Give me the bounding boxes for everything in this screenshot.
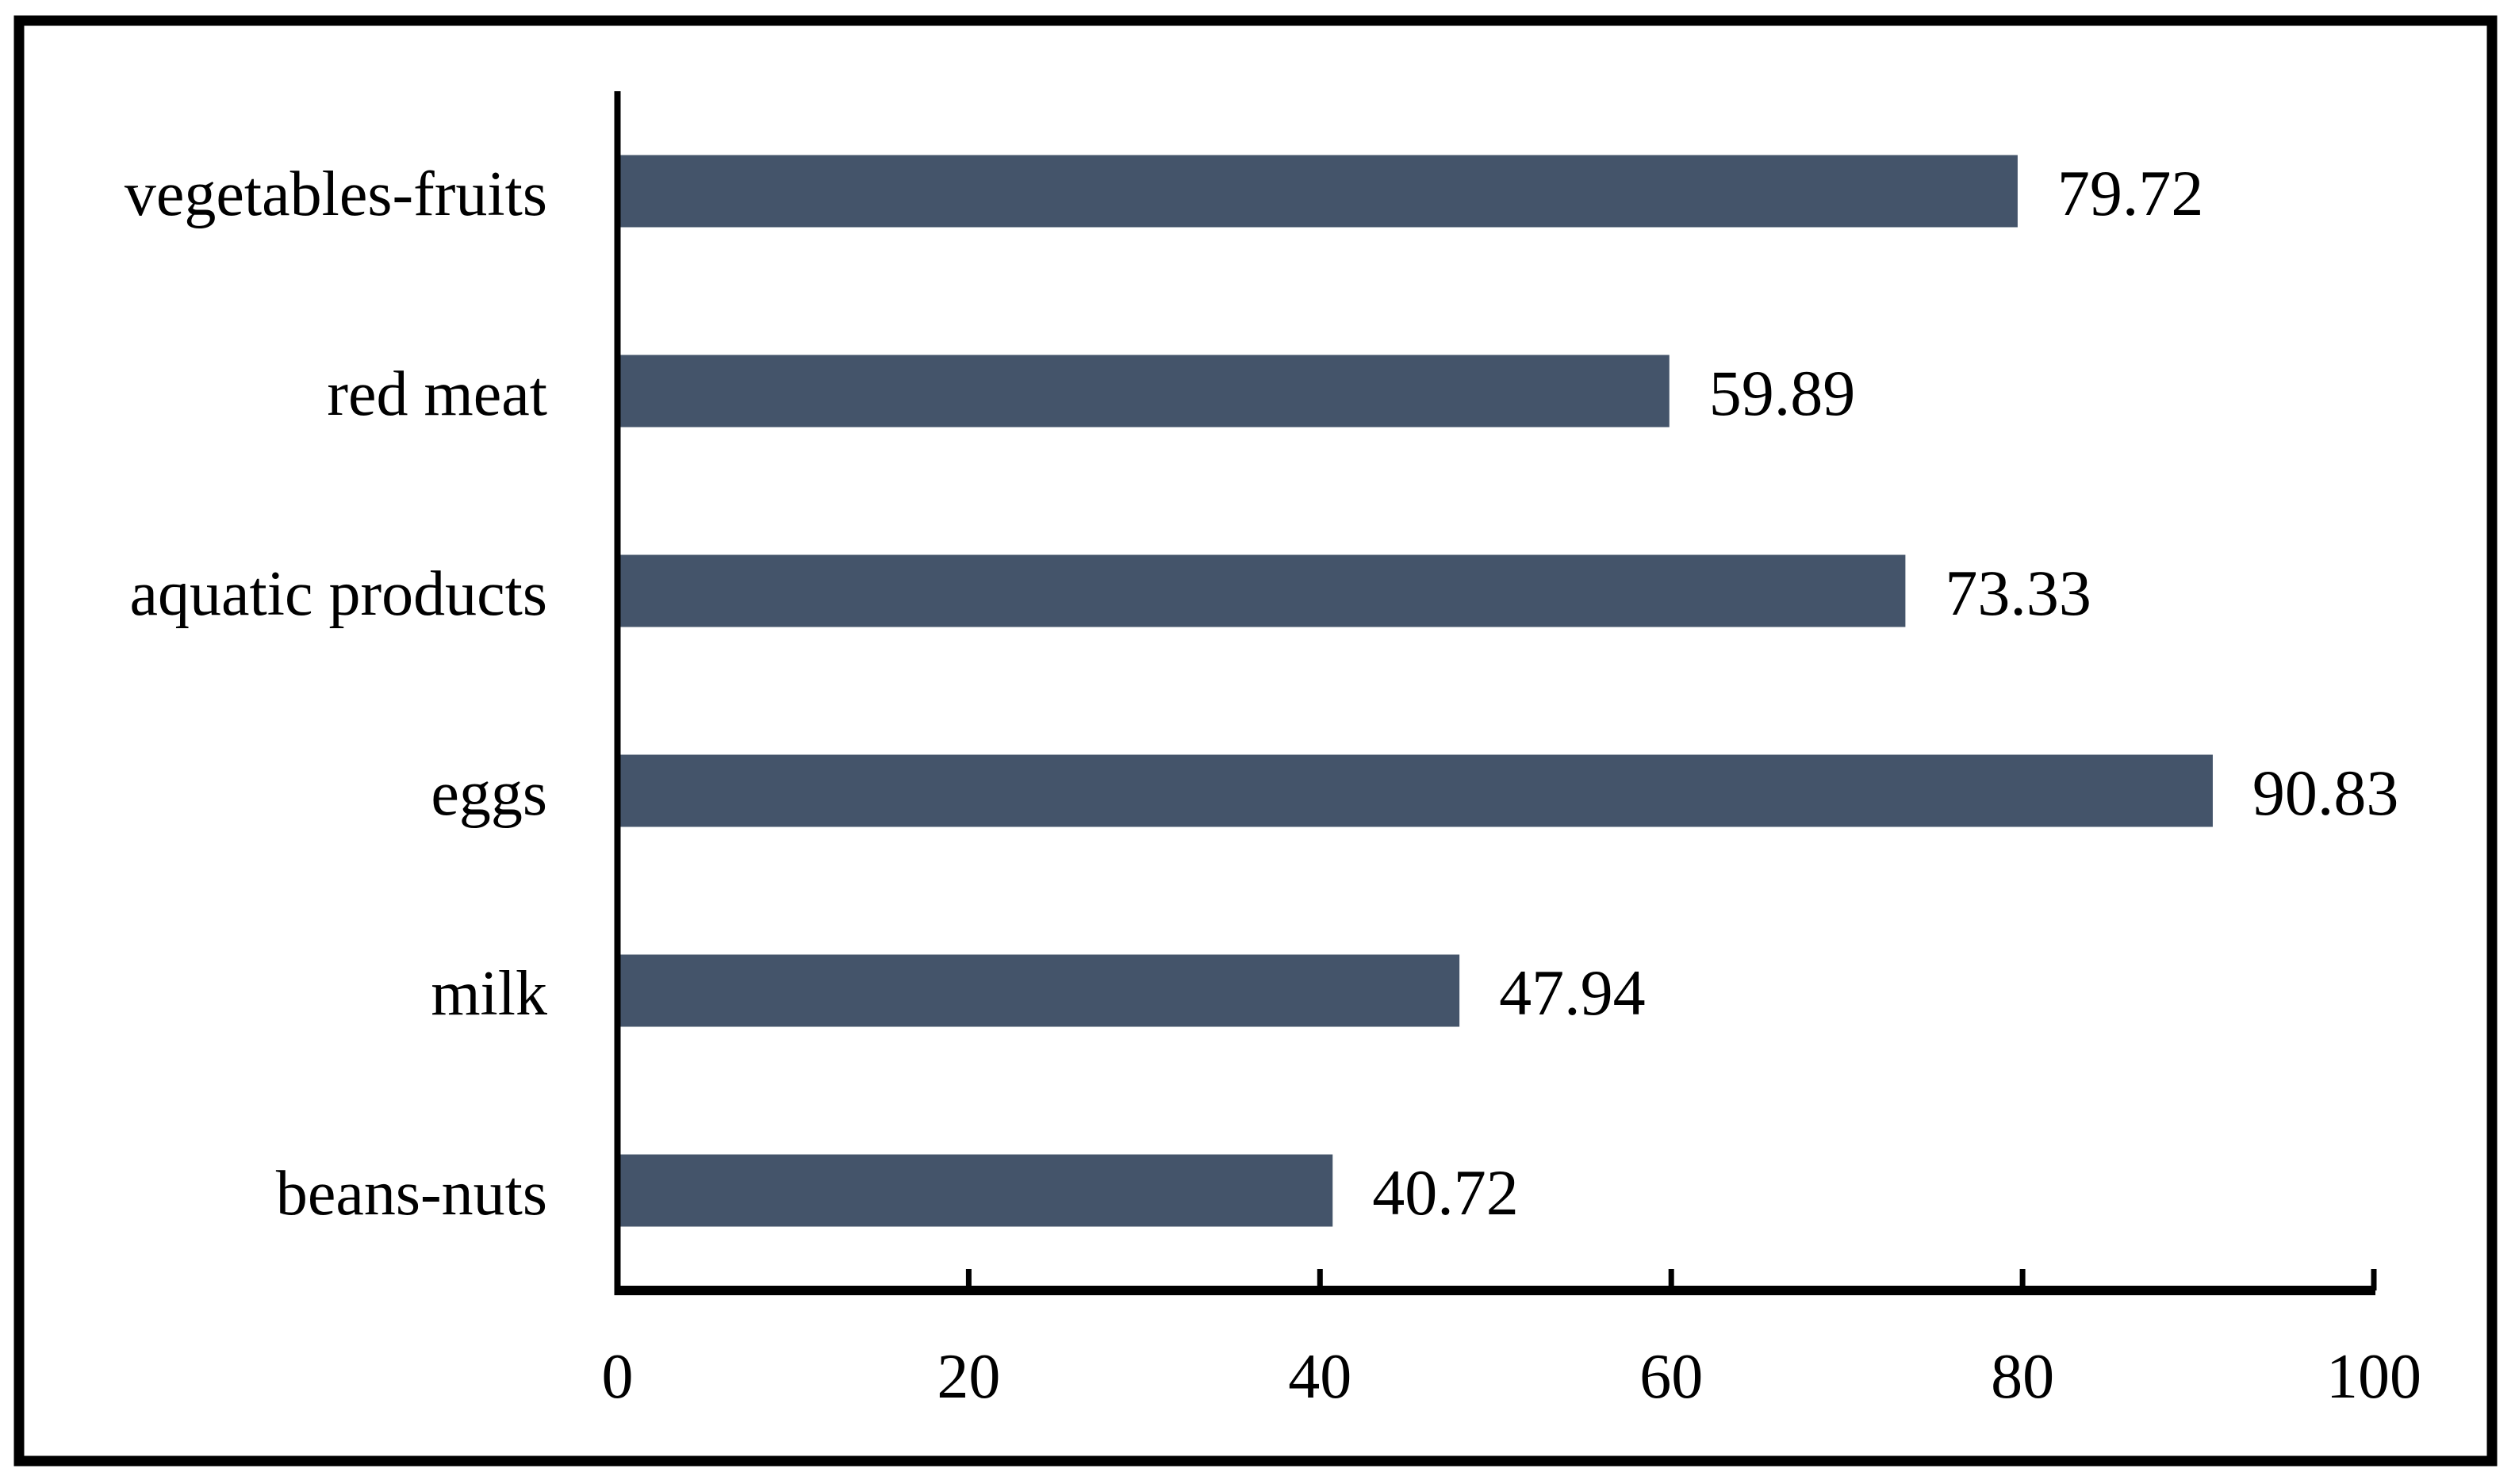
bar xyxy=(617,155,2018,228)
x-tick-label: 100 xyxy=(2326,1342,2421,1412)
bar xyxy=(617,355,1670,428)
x-tick-label: 40 xyxy=(1288,1342,1351,1412)
bar-value-label: 47.94 xyxy=(1499,957,1646,1029)
bar xyxy=(617,754,2213,827)
bar xyxy=(617,954,1460,1027)
category-label: vegetables-fruits xyxy=(125,159,547,229)
bar-value-label: 79.72 xyxy=(2057,157,2204,229)
category-label: milk xyxy=(431,959,547,1029)
x-tick-label: 60 xyxy=(1639,1342,1703,1412)
bar-value-label: 59.89 xyxy=(1709,357,1856,429)
bar-value-label: 90.83 xyxy=(2252,757,2399,829)
category-label: red meat xyxy=(327,359,547,429)
bar-value-label: 40.72 xyxy=(1372,1156,1519,1229)
figure-border xyxy=(13,15,2498,1467)
bar xyxy=(617,554,1906,627)
category-label: aquatic products xyxy=(130,559,547,629)
x-tick-label: 80 xyxy=(1991,1342,2054,1412)
bar xyxy=(617,1154,1333,1227)
category-label: beans-nuts xyxy=(276,1159,547,1229)
category-label: eggs xyxy=(431,759,547,829)
x-tick-label: 0 xyxy=(602,1342,634,1412)
bar-value-label: 73.33 xyxy=(1945,557,2091,629)
x-tick-label: 20 xyxy=(937,1342,1000,1412)
